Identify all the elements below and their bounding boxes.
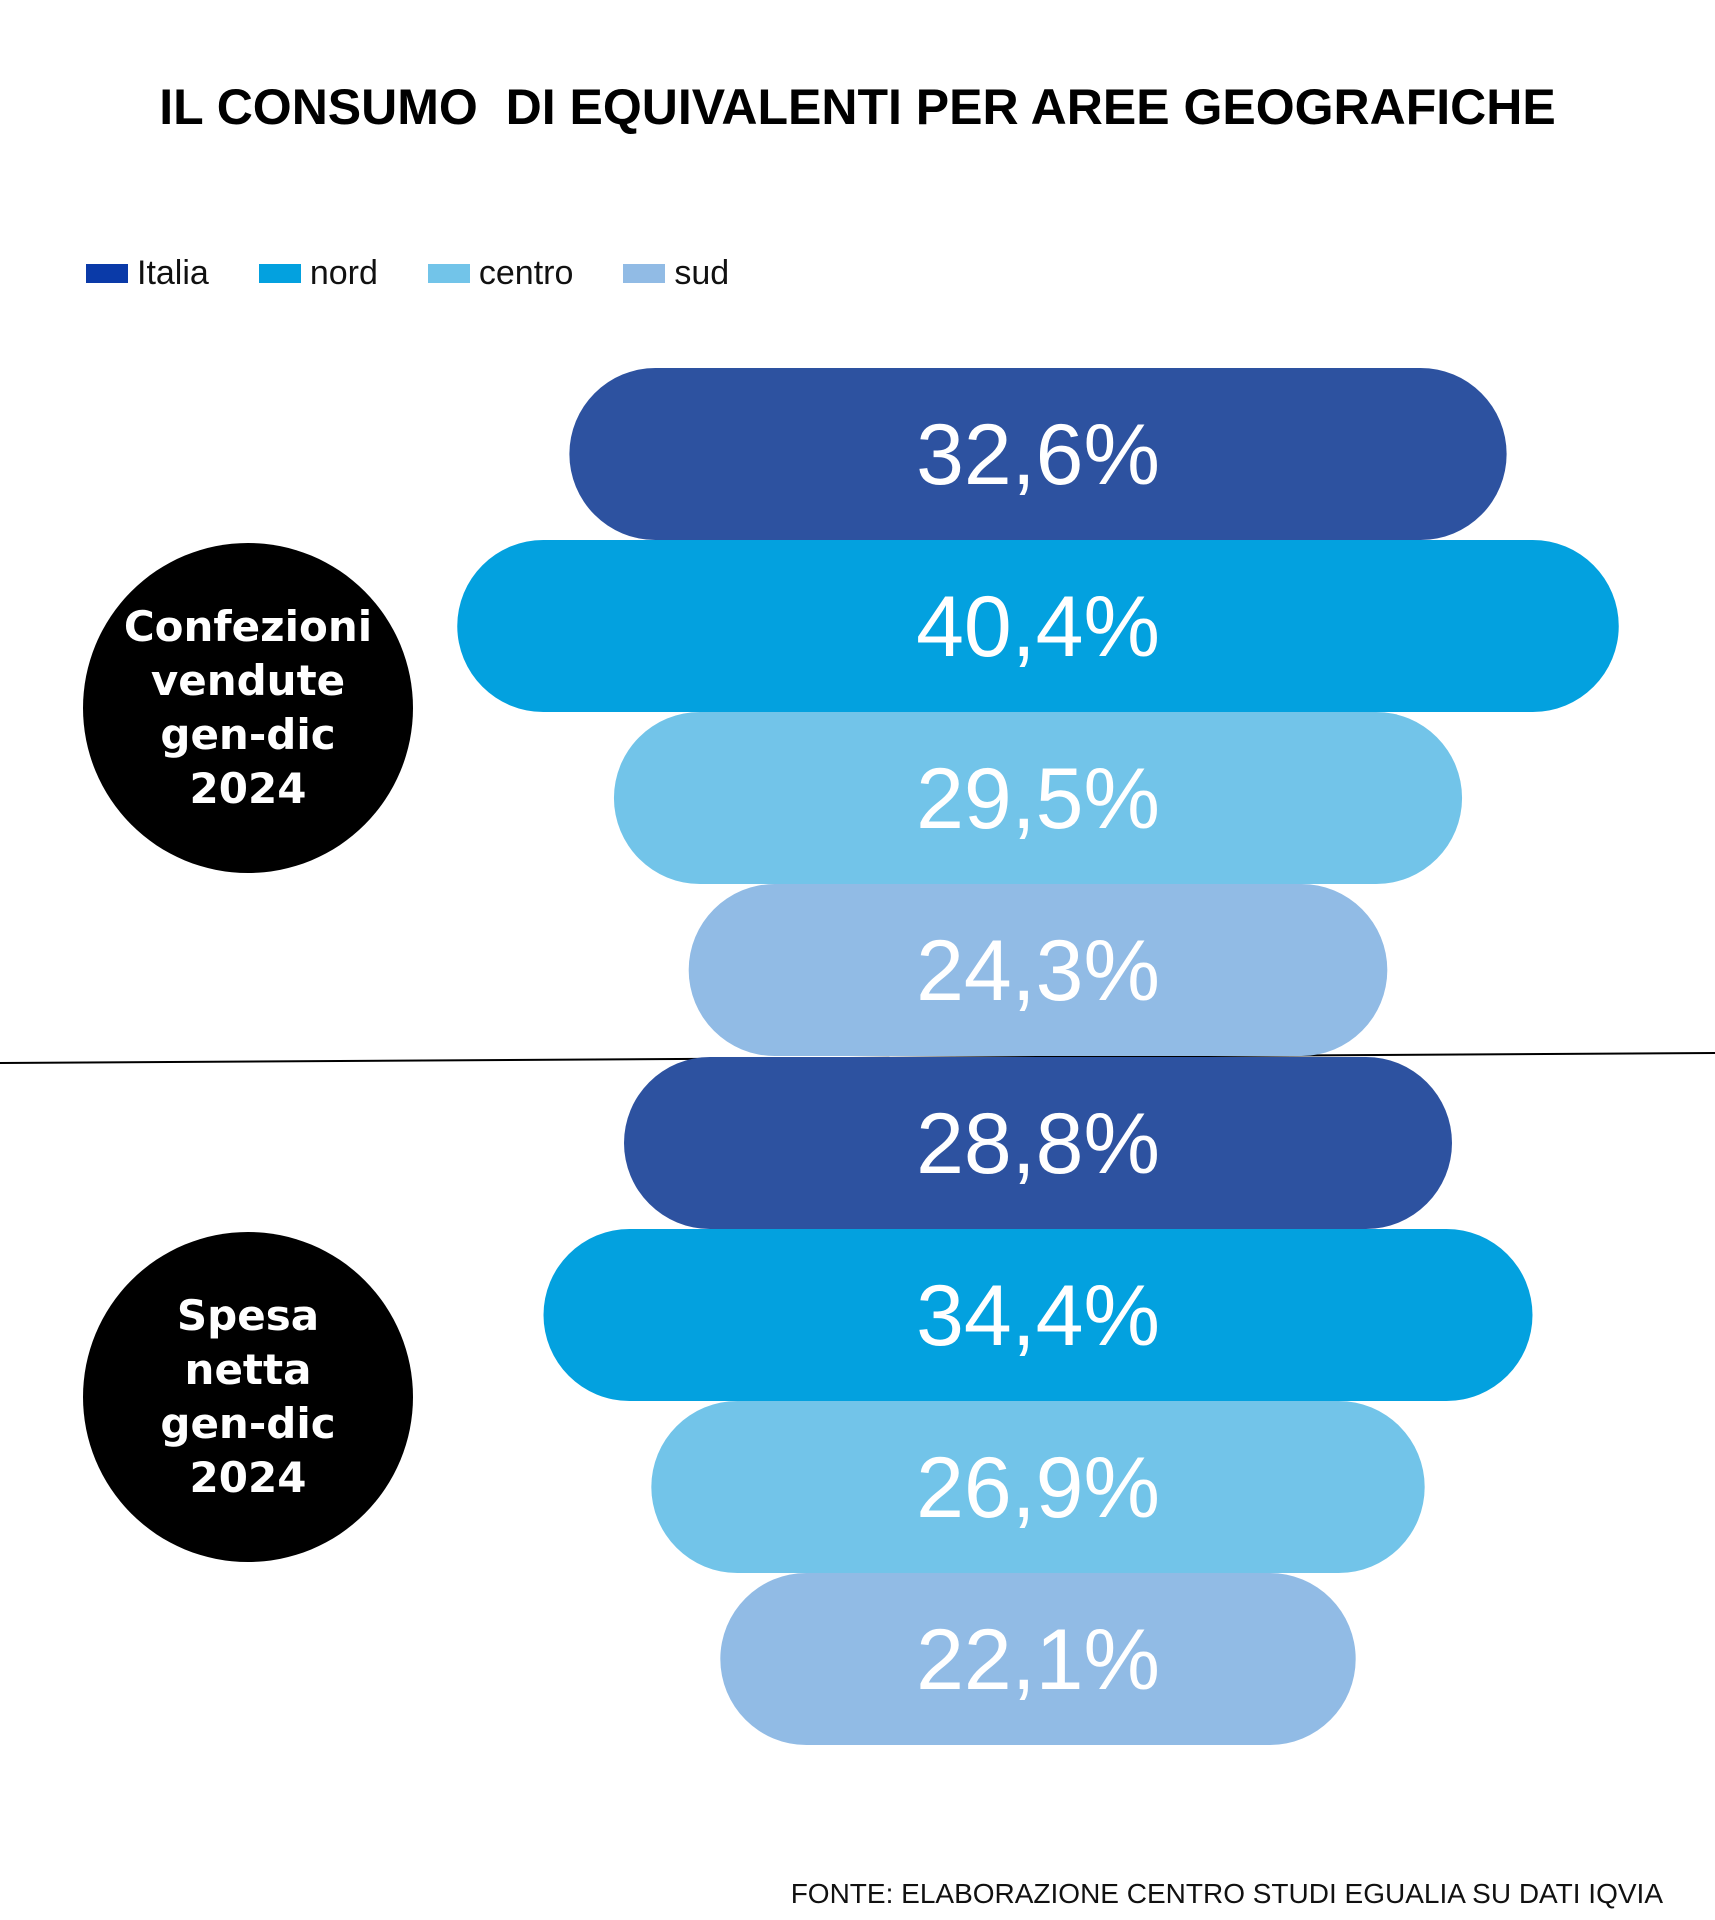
legend-swatch-nord (258, 264, 301, 283)
legend-item-nord: nord (258, 254, 378, 293)
legend-swatch-centro (427, 264, 470, 283)
legend-swatch-sud (623, 264, 666, 283)
legend-label-italia: Italia (137, 254, 209, 292)
legend-item-italia: Italia (86, 254, 209, 293)
bar-sud-confezioni (688, 884, 1388, 1056)
group-label-confezioni: Confezioni vendute gen-dic 2024 (83, 543, 413, 873)
source-footnote: FONTE: ELABORAZIONE CENTRO STUDI EGUALIA… (790, 1878, 1663, 1909)
bar-sud-spesa (720, 1573, 1356, 1745)
legend-item-sud: sud (623, 254, 729, 293)
value-label-italia-confezioni: 32,6% (916, 407, 1160, 503)
chart-title: IL CONSUMO DI EQUIVALENTI PER AREE GEOGR… (159, 79, 1556, 135)
bar-centro-spesa (651, 1401, 1425, 1573)
value-label-italia-spesa: 28,8% (916, 1096, 1160, 1192)
value-label-centro-confezioni: 29,5% (916, 751, 1160, 847)
legend-swatch-italia (86, 264, 128, 283)
bar-italia-spesa (624, 1057, 1452, 1229)
value-label-centro-spesa: 26,9% (916, 1440, 1160, 1536)
bar-italia-confezioni (569, 368, 1507, 540)
group-label-spesa: Spesa netta gen-dic 2024 (83, 1232, 413, 1562)
value-label-sud-spesa: 22,1% (916, 1612, 1160, 1708)
bar-centro-confezioni (613, 712, 1463, 884)
bar-nord-spesa (543, 1229, 1533, 1401)
legend-label-nord: nord (309, 254, 378, 292)
legend: Italia nord centro sud (86, 254, 779, 293)
bar-nord-confezioni (457, 540, 1619, 712)
legend-item-centro: centro (427, 254, 574, 293)
value-label-sud-confezioni: 24,3% (916, 923, 1160, 1019)
legend-label-sud: sud (674, 254, 730, 292)
legend-label-centro: centro (478, 254, 574, 292)
value-label-nord-confezioni: 40,4% (916, 579, 1160, 675)
value-label-nord-spesa: 34,4% (916, 1268, 1160, 1364)
